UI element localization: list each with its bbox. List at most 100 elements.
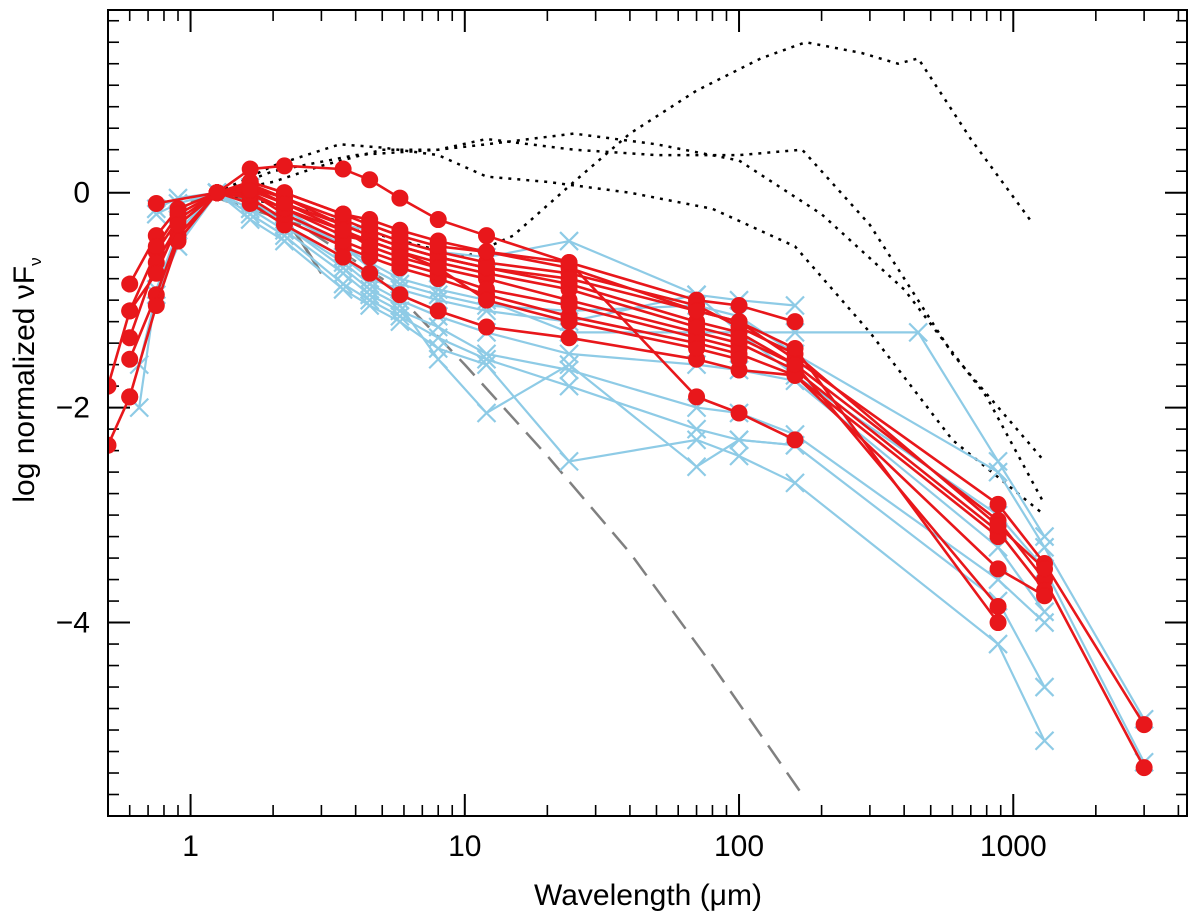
blue-cross-point — [1034, 730, 1055, 751]
blue-cross-point — [686, 419, 707, 439]
red-circle-point — [786, 313, 804, 331]
x-tick-label: 10 — [448, 830, 481, 863]
blue-sed-layer — [129, 177, 1154, 773]
red-sed-layer — [108, 157, 1153, 777]
red-circle-point — [560, 254, 578, 272]
blue-cross-point — [359, 295, 380, 316]
red-series-line — [128, 191, 1046, 597]
red-circle-point — [730, 297, 748, 315]
red-circle-point — [688, 318, 706, 336]
red-circle-point — [391, 286, 409, 304]
blue-cross-point — [333, 274, 353, 294]
red-circle-point — [560, 313, 578, 331]
red-series — [208, 178, 1007, 632]
red-series — [208, 173, 804, 449]
y-axis-label: log normalized νFν — [8, 257, 45, 502]
red-circle-point — [108, 377, 117, 395]
blue-series-line — [216, 191, 1046, 742]
blue-cross-point — [988, 451, 1008, 472]
red-circle-point — [391, 189, 409, 207]
red-circle-point — [688, 340, 706, 358]
red-circle-point — [334, 160, 352, 178]
red-circle-point — [560, 329, 578, 347]
envelope-model-layer — [216, 40, 1046, 517]
x-tick-label: 1000 — [980, 830, 1047, 863]
red-circle-point — [147, 264, 165, 282]
red-circle-point — [241, 182, 259, 200]
red-circle-point — [121, 388, 139, 406]
tick-labels: 1 10 100 1000 0 −2 −4 — [56, 177, 1047, 863]
red-circle-point — [334, 248, 352, 266]
red-circle-point — [108, 436, 117, 454]
red-circle-point — [361, 216, 379, 234]
red-circle-point — [730, 404, 748, 422]
red-circle-point — [208, 184, 226, 202]
red-series — [108, 388, 139, 454]
blue-cross-point — [240, 209, 260, 230]
red-circle-point — [147, 297, 165, 315]
red-circle-point — [429, 211, 447, 229]
red-circle-point — [334, 221, 352, 239]
y-tick-label: 0 — [73, 177, 90, 210]
y-tick-label: −2 — [56, 392, 90, 425]
red-circle-point — [786, 340, 804, 358]
red-circle-point — [334, 205, 352, 223]
blue-cross-point — [729, 430, 749, 450]
red-circle-point — [786, 431, 804, 449]
red-series-line — [108, 396, 131, 446]
red-circle-point — [478, 227, 496, 245]
red-circle-point — [1036, 587, 1054, 605]
axis-ticks — [107, 10, 1187, 816]
blue-cross-point — [729, 446, 749, 466]
blue-cross-point — [988, 634, 1008, 654]
blue-cross-point — [785, 295, 805, 316]
blue-cross-point — [359, 279, 380, 300]
red-circle-point — [560, 270, 578, 288]
red-circle-point — [121, 350, 139, 368]
blue-cross-point — [686, 456, 707, 477]
red-circle-point — [391, 227, 409, 245]
blue-cross-point — [428, 349, 448, 370]
red-series-line — [128, 191, 999, 538]
envelope-dotted-line — [216, 137, 1046, 463]
red-circle-point — [1135, 716, 1153, 734]
blue-cross-point — [559, 231, 579, 251]
blue-cross-point — [333, 279, 353, 300]
photosphere-layer — [190, 191, 804, 796]
red-circle-point — [147, 194, 165, 212]
red-circle-point — [688, 388, 706, 406]
red-circle-point — [478, 243, 496, 261]
x-tick-label: 1 — [182, 830, 199, 863]
blue-cross-point — [1034, 526, 1055, 547]
red-circle-point — [361, 264, 379, 282]
red-circle-point — [989, 517, 1007, 535]
red-circle-point — [730, 313, 748, 331]
blue-cross-point — [476, 354, 497, 375]
red-series — [121, 173, 1153, 734]
blue-series-line — [216, 191, 1046, 624]
blue-cross-point — [274, 231, 295, 251]
red-circle-point — [688, 302, 706, 320]
blue-cross-point — [1034, 612, 1055, 633]
blue-cross-point — [1034, 677, 1055, 697]
red-circle-point — [429, 259, 447, 277]
red-circle-point — [361, 171, 379, 189]
red-circle-point — [147, 237, 165, 255]
red-circle-point — [478, 318, 496, 336]
red-circle-point — [478, 291, 496, 309]
red-circle-point — [989, 597, 1007, 615]
blue-cross-point — [428, 338, 448, 359]
x-tick-label: 100 — [714, 830, 764, 863]
photosphere-dashed-line — [216, 196, 804, 796]
red-circle-point — [275, 157, 293, 175]
x-axis-label: Wavelength (μm) — [534, 879, 762, 912]
y-axis-label-main: log normalized νF — [8, 266, 41, 503]
plot-area — [108, 40, 1154, 796]
red-circle-point — [1036, 560, 1054, 578]
blue-cross-point — [476, 349, 497, 370]
blue-cross-point — [559, 451, 579, 472]
red-circle-point — [169, 216, 187, 234]
red-circle-point — [121, 302, 139, 320]
blue-cross-point — [559, 360, 579, 380]
